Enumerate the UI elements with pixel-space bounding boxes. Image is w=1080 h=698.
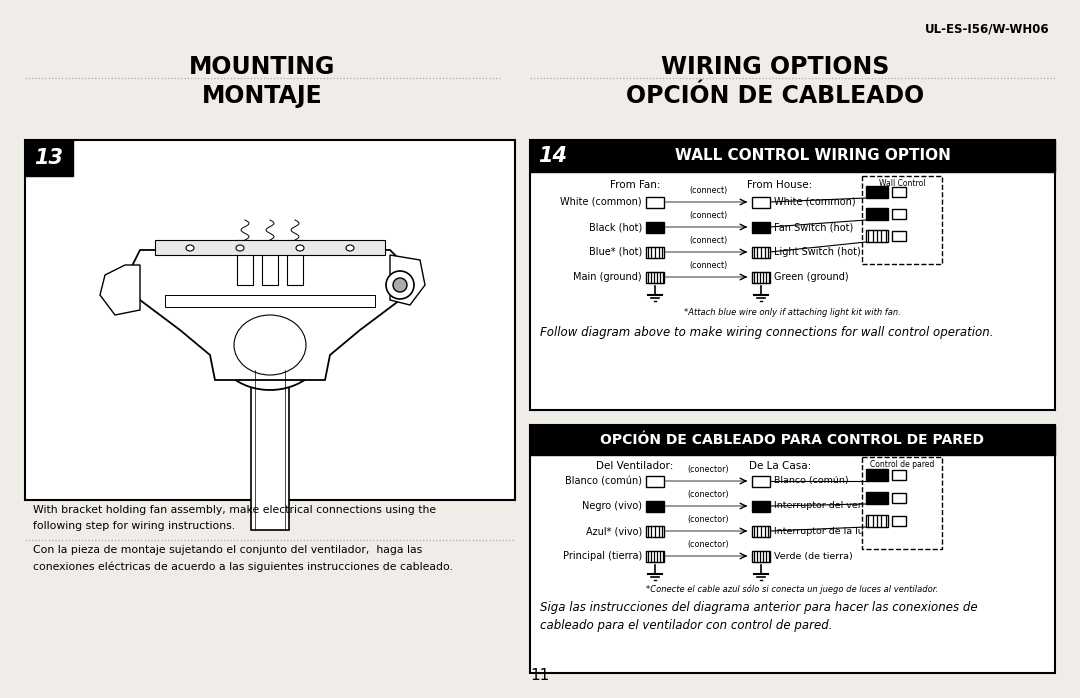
Text: WIRING OPTIONS: WIRING OPTIONS — [661, 55, 889, 79]
Ellipse shape — [296, 245, 303, 251]
Text: (conector): (conector) — [687, 490, 729, 499]
Bar — [646, 246, 664, 258]
Bar — [646, 551, 664, 561]
Bar — [646, 272, 664, 283]
Text: Principal (tierra): Principal (tierra) — [563, 551, 642, 561]
Bar — [752, 500, 770, 512]
Bar — [752, 475, 770, 487]
Text: (connect): (connect) — [689, 236, 727, 245]
Bar — [892, 231, 906, 241]
Text: (conector): (conector) — [687, 465, 729, 474]
Bar — [165, 295, 375, 307]
Bar — [646, 221, 664, 232]
Polygon shape — [100, 265, 140, 315]
Bar — [866, 230, 888, 242]
Text: (connect): (connect) — [689, 186, 727, 195]
Bar — [646, 197, 664, 207]
Text: Black (hot): Black (hot) — [589, 222, 642, 232]
Bar — [866, 492, 888, 504]
Text: Wall Control: Wall Control — [879, 179, 926, 188]
Bar — [752, 246, 770, 258]
Text: MONTAJE: MONTAJE — [202, 84, 322, 108]
Bar — [156, 240, 384, 255]
Bar — [866, 208, 888, 220]
Polygon shape — [130, 250, 410, 380]
Bar — [530, 140, 576, 172]
Text: Light Switch (hot): Light Switch (hot) — [774, 247, 861, 257]
Bar — [752, 551, 770, 561]
Text: OPCIÓN DE CABLEADO PARA CONTROL DE PARED: OPCIÓN DE CABLEADO PARA CONTROL DE PARED — [600, 433, 985, 447]
Bar — [251, 370, 289, 530]
Bar — [530, 140, 1055, 410]
Text: Fan Switch (hot): Fan Switch (hot) — [774, 222, 853, 232]
Ellipse shape — [393, 278, 407, 292]
Bar — [866, 469, 888, 481]
Text: Interruptor del ventilador (vivo): Interruptor del ventilador (vivo) — [774, 501, 924, 510]
Bar — [752, 526, 770, 537]
Text: Blue* (hot): Blue* (hot) — [589, 247, 642, 257]
Bar — [892, 516, 906, 526]
Bar — [646, 500, 664, 512]
Bar — [862, 176, 942, 264]
Bar — [25, 140, 73, 176]
Text: (conector): (conector) — [687, 515, 729, 524]
Text: WALL CONTROL WIRING OPTION: WALL CONTROL WIRING OPTION — [675, 149, 950, 163]
Text: Green (ground): Green (ground) — [774, 272, 849, 282]
Bar — [892, 470, 906, 480]
Bar — [530, 425, 1055, 673]
Ellipse shape — [215, 300, 325, 390]
Bar — [646, 526, 664, 537]
Text: From Fan:: From Fan: — [610, 180, 660, 190]
Text: From House:: From House: — [747, 180, 812, 190]
Bar — [892, 187, 906, 197]
Text: Siga las instrucciones del diagrama anterior para hacer las conexiones de: Siga las instrucciones del diagrama ante… — [540, 601, 977, 614]
Text: Negro (vivo): Negro (vivo) — [582, 501, 642, 511]
Text: Azul* (vivo): Azul* (vivo) — [585, 526, 642, 536]
Bar — [530, 140, 1055, 172]
Text: With bracket holding fan assembly, make electrical connections using the: With bracket holding fan assembly, make … — [33, 505, 436, 515]
Bar — [892, 209, 906, 219]
Text: 14: 14 — [539, 146, 567, 166]
Bar — [752, 197, 770, 207]
Text: Main (ground): Main (ground) — [573, 272, 642, 282]
Text: Verde (de tierra): Verde (de tierra) — [774, 551, 853, 560]
Bar — [25, 140, 515, 500]
Text: Interruptor de la luz (vivo): Interruptor de la luz (vivo) — [774, 526, 899, 535]
Text: UL-ES-I56/W-WH06: UL-ES-I56/W-WH06 — [926, 22, 1050, 35]
Text: De La Casa:: De La Casa: — [748, 461, 811, 471]
Ellipse shape — [237, 245, 244, 251]
Text: Del Ventilador:: Del Ventilador: — [596, 461, 674, 471]
Ellipse shape — [386, 271, 414, 299]
Bar — [646, 475, 664, 487]
Text: (connect): (connect) — [689, 261, 727, 270]
Polygon shape — [390, 255, 426, 305]
Text: MOUNTING: MOUNTING — [189, 55, 335, 79]
Text: following step for wiring instructions.: following step for wiring instructions. — [33, 521, 235, 531]
Bar — [892, 493, 906, 503]
Bar — [530, 425, 1055, 455]
Text: White (common): White (common) — [774, 197, 855, 207]
Text: White (common): White (common) — [561, 197, 642, 207]
Text: 11: 11 — [530, 668, 550, 683]
Text: Blanco (común): Blanco (común) — [774, 477, 849, 486]
Text: (connect): (connect) — [689, 211, 727, 220]
Text: Follow diagram above to make wiring connections for wall control operation.: Follow diagram above to make wiring conn… — [540, 326, 994, 339]
Text: conexiones eléctricas de acuerdo a las siguientes instrucciones de cableado.: conexiones eléctricas de acuerdo a las s… — [33, 561, 453, 572]
Text: Blanco (común): Blanco (común) — [565, 476, 642, 486]
Text: *Attach blue wire only if attaching light kit with fan.: *Attach blue wire only if attaching ligh… — [684, 308, 901, 317]
Text: OPCIÓN DE CABLEADO: OPCIÓN DE CABLEADO — [626, 84, 924, 108]
Text: cableado para el ventilador con control de pared.: cableado para el ventilador con control … — [540, 619, 833, 632]
Bar — [752, 221, 770, 232]
Text: (conector): (conector) — [687, 540, 729, 549]
Bar — [862, 457, 942, 549]
Bar — [866, 515, 888, 527]
Text: Control de pared: Control de pared — [869, 460, 934, 469]
Text: Con la pieza de montaje sujetando el conjunto del ventilador,  haga las: Con la pieza de montaje sujetando el con… — [33, 545, 422, 555]
Bar — [752, 272, 770, 283]
Text: *Conecte el cable azul sólo si conecta un juego de luces al ventilador.: *Conecte el cable azul sólo si conecta u… — [647, 585, 939, 595]
Text: 13: 13 — [35, 148, 64, 168]
Bar — [866, 186, 888, 198]
Ellipse shape — [346, 245, 354, 251]
Ellipse shape — [186, 245, 194, 251]
